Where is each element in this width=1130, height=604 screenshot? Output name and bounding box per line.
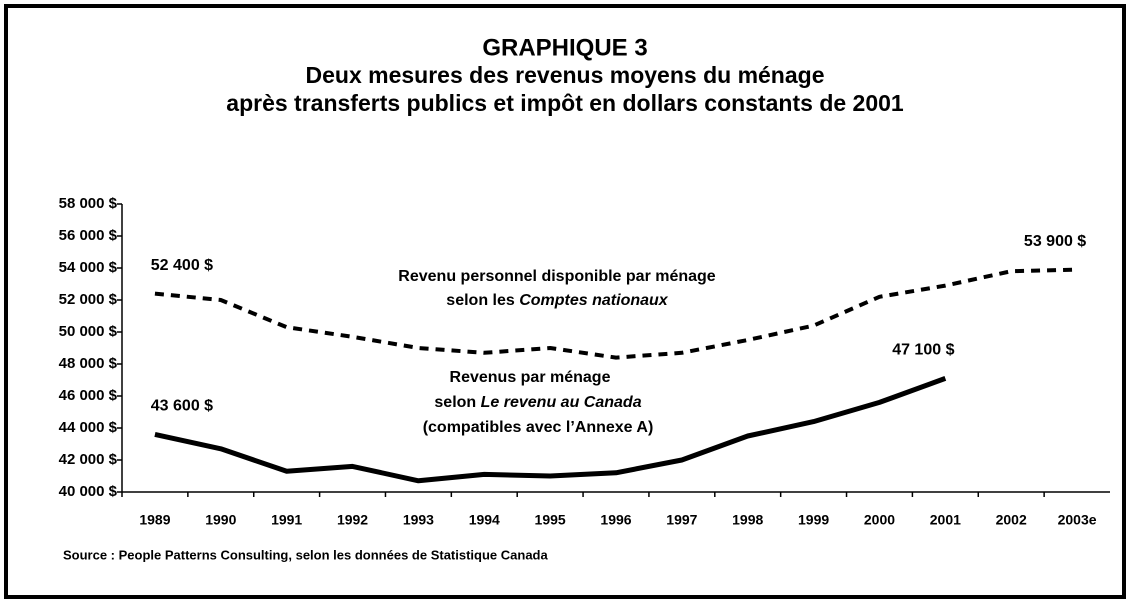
x-tick-label: 2003e xyxy=(1058,512,1097,528)
x-tick-label: 1990 xyxy=(205,512,236,528)
series-label: (compatibles avec l’Annexe A) xyxy=(423,419,654,436)
source: Source : People Patterns Consulting, sel… xyxy=(63,547,548,562)
x-tick-label: 1992 xyxy=(337,512,368,528)
chart-title: GRAPHIQUE 3 xyxy=(482,34,647,61)
x-tick-label: 1995 xyxy=(535,512,566,528)
series-label: selon Le revenu au Canada xyxy=(434,394,641,411)
series-label-part: Le revenu au Canada xyxy=(481,394,642,411)
chart-title: après transferts publics et impôt en dol… xyxy=(226,90,904,116)
series-line xyxy=(154,267,1078,360)
series-label-part: Revenu personnel disponible par ménage xyxy=(398,268,716,285)
x-tick-label: 1998 xyxy=(732,512,763,528)
value-label: 53 900 $ xyxy=(1024,233,1086,250)
series-label: Revenu personnel disponible par ménage xyxy=(398,268,716,285)
x-tick-label: 1993 xyxy=(403,512,434,528)
series-label-part: (compatibles avec l’Annexe A) xyxy=(423,419,654,436)
series-label-part: selon les xyxy=(446,292,519,309)
y-tick-label: 54 000 $ xyxy=(59,259,118,276)
y-tick-label: 48 000 $ xyxy=(59,355,118,372)
x-tick-label: 2001 xyxy=(930,512,961,528)
chart-title: Deux mesures des revenus moyens du ménag… xyxy=(306,62,825,88)
value-label: 43 600 $ xyxy=(151,398,213,415)
y-tick-label: 44 000 $ xyxy=(59,419,118,436)
x-tick-label: 1991 xyxy=(271,512,302,528)
frame xyxy=(4,4,1126,599)
series-label-part: selon xyxy=(434,394,480,411)
y-tick-label: 42 000 $ xyxy=(59,451,118,468)
series-label-part: Revenus par ménage xyxy=(450,369,611,386)
y-tick-label: 52 000 $ xyxy=(59,291,118,308)
series-line xyxy=(154,376,947,484)
y-tick-label: 56 000 $ xyxy=(59,227,118,244)
y-tick-label: 58 000 $ xyxy=(59,195,118,212)
x-tick-label: 1996 xyxy=(600,512,631,528)
value-label: 52 400 $ xyxy=(151,257,213,274)
x-tick-label: 1994 xyxy=(469,512,500,528)
series-label: selon les Comptes nationaux xyxy=(446,292,668,309)
x-tick-label: 2002 xyxy=(996,512,1027,528)
x-tick-label: 2000 xyxy=(864,512,895,528)
value-label: 47 100 $ xyxy=(892,342,954,359)
y-tick-label: 40 000 $ xyxy=(59,483,118,500)
y-tick-label: 46 000 $ xyxy=(59,387,118,404)
x-tick-label: 1999 xyxy=(798,512,829,528)
x-tick-label: 1997 xyxy=(666,512,697,528)
x-tick-label: 1989 xyxy=(139,512,170,528)
series-label-part: Comptes nationaux xyxy=(519,292,669,309)
y-tick-label: 50 000 $ xyxy=(59,323,118,340)
series-label: Revenus par ménage xyxy=(450,369,611,386)
